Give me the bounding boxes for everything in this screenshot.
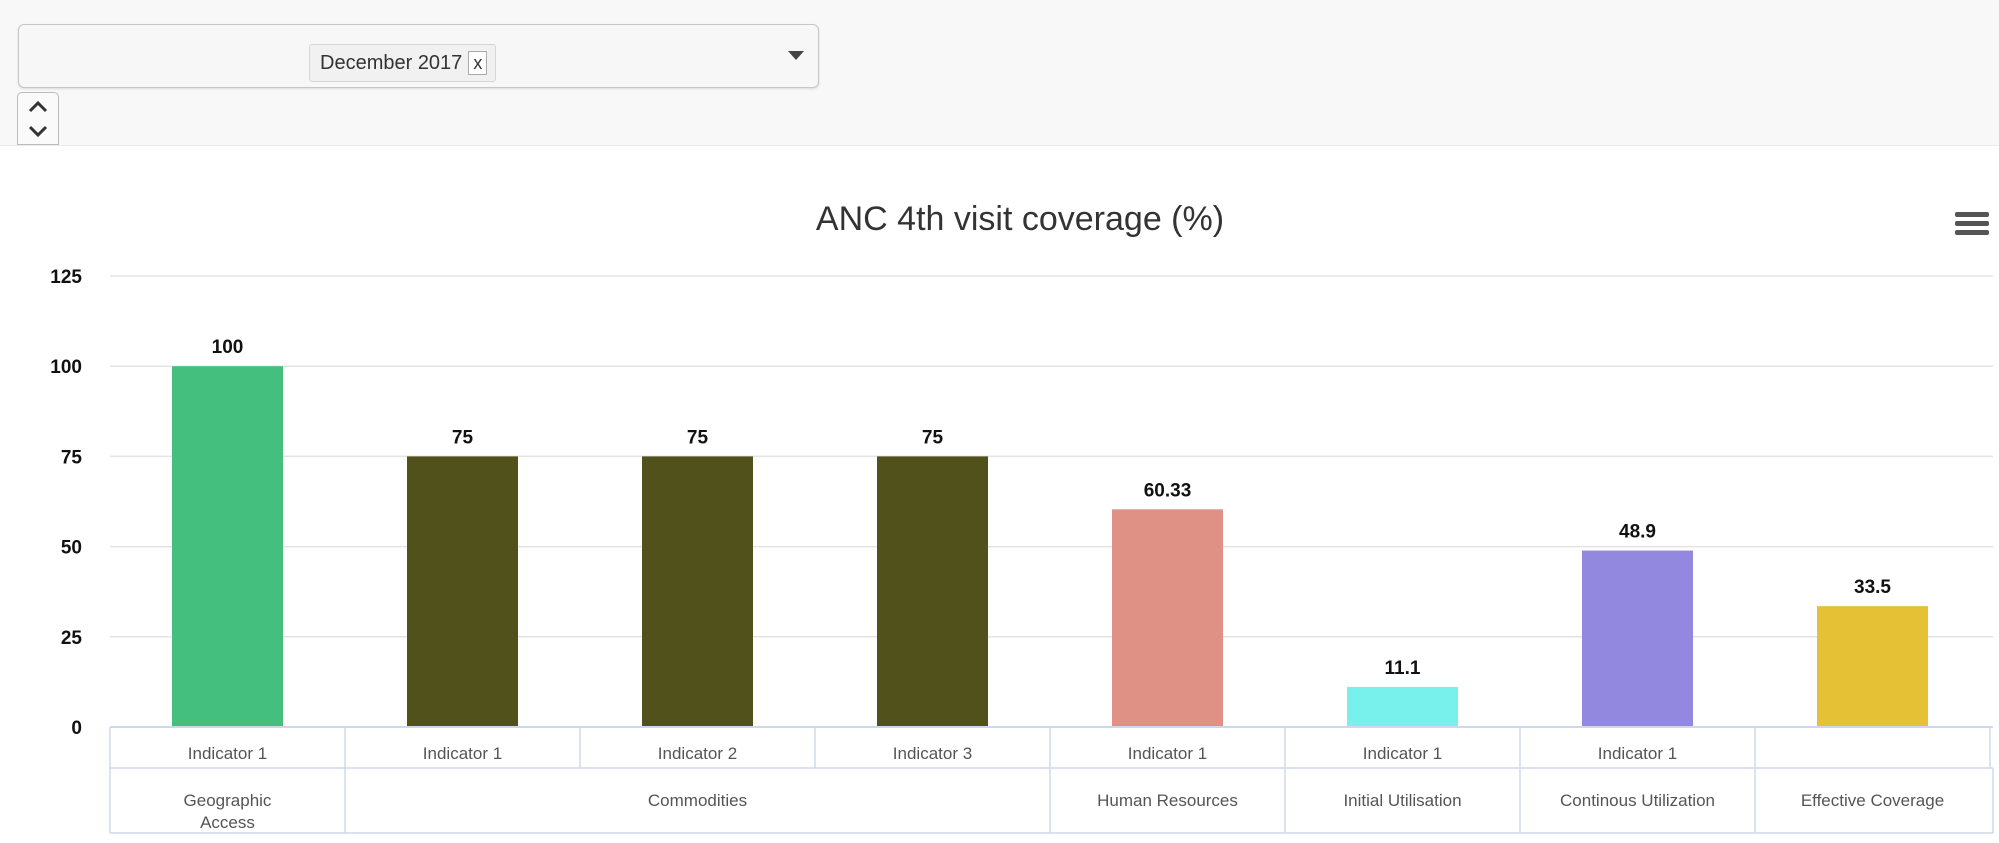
group-label: Continous Utilization xyxy=(1560,791,1715,810)
group-label: Commodities xyxy=(648,791,747,810)
data-label: 100 xyxy=(212,337,244,358)
data-label: 75 xyxy=(687,427,709,448)
bar xyxy=(407,456,518,727)
y-tick-label: 75 xyxy=(61,447,83,468)
group-label-line: Geographic xyxy=(184,791,272,810)
selected-period-tag: December 2017 x xyxy=(309,44,497,82)
x-tick-label: Indicator 1 xyxy=(1128,744,1207,763)
group-label-line: Access xyxy=(200,813,255,832)
bar xyxy=(1817,606,1928,727)
chevron-down-icon[interactable] xyxy=(18,119,58,144)
x-tick-label: Indicator 3 xyxy=(893,744,972,763)
hamburger-menu-icon[interactable] xyxy=(1955,212,1989,240)
remove-period-button[interactable]: x xyxy=(468,51,488,75)
y-tick-label: 100 xyxy=(50,357,82,378)
x-tick-label: Indicator 1 xyxy=(188,744,267,763)
group-label: Initial Utilisation xyxy=(1343,791,1461,810)
x-tick-label: Indicator 2 xyxy=(658,744,737,763)
bar xyxy=(877,456,988,727)
data-label: 60.33 xyxy=(1144,480,1192,501)
chart-title: ANC 4th visit coverage (%) xyxy=(816,200,1224,238)
x-tick-label: Indicator 1 xyxy=(423,744,502,763)
data-label: 33.5 xyxy=(1854,577,1891,598)
group-label: Human Resources xyxy=(1097,791,1238,810)
y-tick-label: 125 xyxy=(50,267,82,288)
bar xyxy=(172,366,283,727)
group-label-line: Continous Utilization xyxy=(1560,791,1715,810)
bar xyxy=(642,456,753,727)
group-label: Effective Coverage xyxy=(1801,791,1944,810)
y-tick-label: 25 xyxy=(61,628,83,649)
data-label: 11.1 xyxy=(1385,658,1421,679)
group-label: Geographic Access xyxy=(184,791,272,832)
caret-down-icon[interactable] xyxy=(788,51,804,60)
group-label-line: Commodities xyxy=(648,791,747,810)
period-select[interactable]: December 2017 x xyxy=(18,24,819,88)
group-label-line: Initial Utilisation xyxy=(1343,791,1461,810)
y-tick-label: 0 xyxy=(71,718,82,739)
group-label-line: Human Resources xyxy=(1097,791,1238,810)
scroll-stepper xyxy=(17,92,59,145)
y-tick-label: 50 xyxy=(61,538,82,559)
bar xyxy=(1347,686,1458,727)
data-label: 75 xyxy=(452,427,474,448)
bar xyxy=(1582,550,1693,727)
data-label: 75 xyxy=(922,427,944,448)
chevron-up-icon[interactable] xyxy=(18,93,58,119)
x-tick-label: Indicator 1 xyxy=(1598,744,1677,763)
bar xyxy=(1112,509,1223,727)
data-label: 48.9 xyxy=(1619,522,1656,543)
filter-area: December 2017 x xyxy=(0,0,1999,145)
x-tick-label: Indicator 1 xyxy=(1363,744,1442,763)
group-label-line: Effective Coverage xyxy=(1801,791,1944,810)
selected-period-label: December 2017 xyxy=(320,51,463,74)
